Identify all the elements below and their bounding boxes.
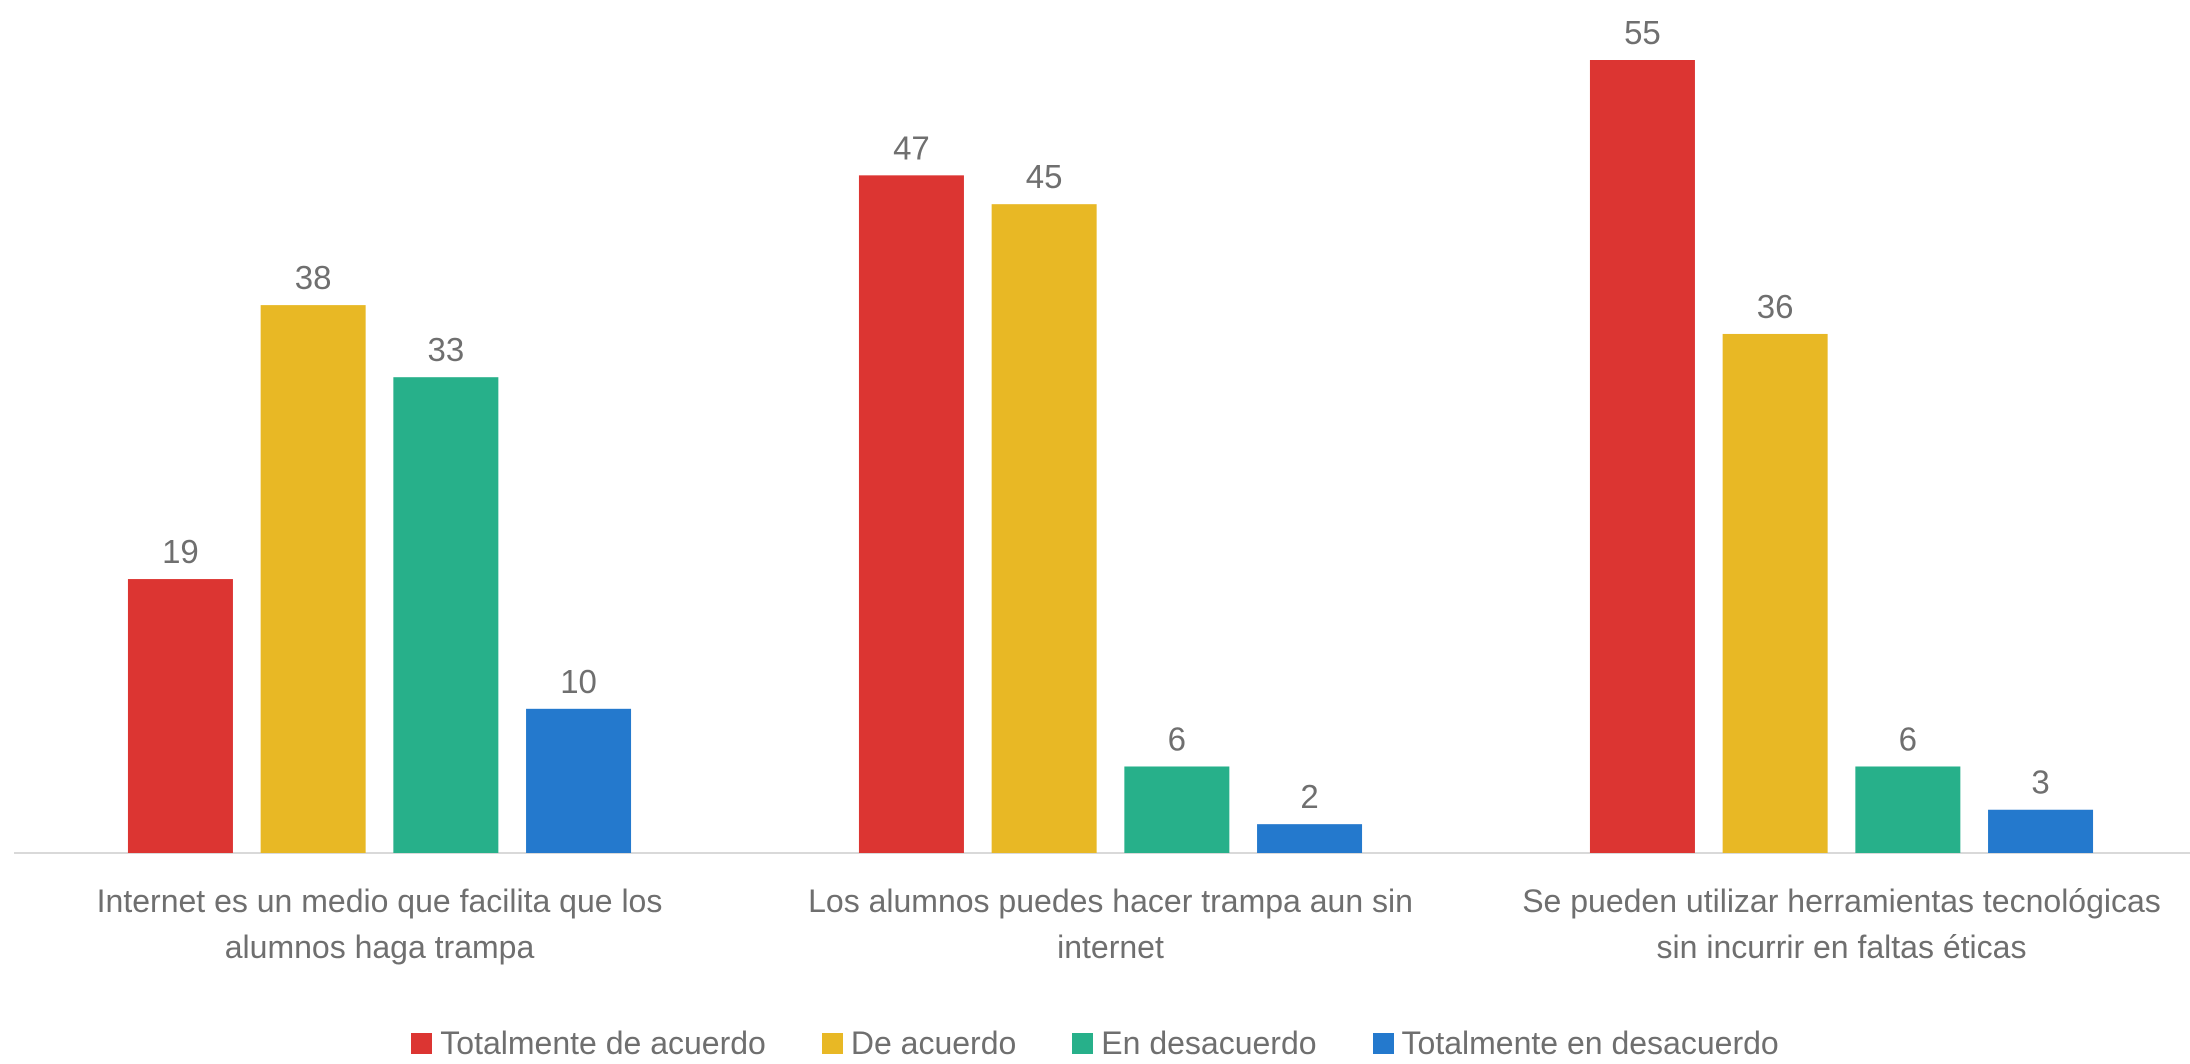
bar <box>1722 333 1828 854</box>
legend-label: De acuerdo <box>850 1025 1017 1061</box>
data-label: 38 <box>295 259 332 296</box>
x-tick-label: Internet es un medio que facilita que lo… <box>96 883 663 965</box>
bar <box>858 175 964 853</box>
plot-area: 19 38 33 10 47 45 6 2 55 36 6 3 <box>14 14 2190 854</box>
legend-swatch <box>821 1033 843 1054</box>
data-label: 6 <box>1899 720 1917 757</box>
bar <box>991 204 1097 853</box>
bar <box>1257 824 1363 853</box>
legend-item: Totalmente en desacuerdo <box>1372 1025 1779 1062</box>
data-label: 33 <box>427 331 464 368</box>
data-label: 3 <box>2031 764 2049 801</box>
data-label: 6 <box>1168 720 1186 757</box>
legend-label: En desacuerdo <box>1101 1025 1317 1061</box>
bar <box>1589 60 1695 853</box>
bar <box>1855 766 1961 853</box>
legend: Totalmente de acuerdo De acuerdo En desacu… <box>0 1025 2190 1062</box>
data-label: 19 <box>162 533 199 570</box>
bar <box>1988 809 2094 853</box>
legend-label: Totalmente en desacuerdo <box>1401 1025 1779 1061</box>
data-label: 55 <box>1624 14 1661 51</box>
data-label: 36 <box>1757 288 1794 325</box>
legend-item: Totalmente de acuerdo <box>411 1025 766 1062</box>
legend-swatch <box>1072 1033 1094 1054</box>
legend-item: En desacuerdo <box>1072 1025 1317 1062</box>
bar <box>127 579 233 853</box>
legend-swatch <box>1372 1033 1394 1054</box>
legend-swatch <box>411 1033 433 1054</box>
bar <box>393 377 499 853</box>
bar <box>526 708 632 853</box>
data-label: 47 <box>893 129 930 166</box>
legend-item: De acuerdo <box>821 1025 1017 1062</box>
legend-label: Totalmente de acuerdo <box>440 1025 766 1061</box>
bar <box>1124 766 1230 853</box>
data-label: 45 <box>1026 158 1063 195</box>
x-tick-label: Los alumnos puedes hacer trampa aun sin … <box>808 883 1413 965</box>
data-label: 10 <box>560 663 597 700</box>
data-label: 2 <box>1300 778 1318 815</box>
x-tick-label: Se pueden utilizar herramientas tecnológ… <box>1522 883 2161 965</box>
bar <box>260 305 366 853</box>
